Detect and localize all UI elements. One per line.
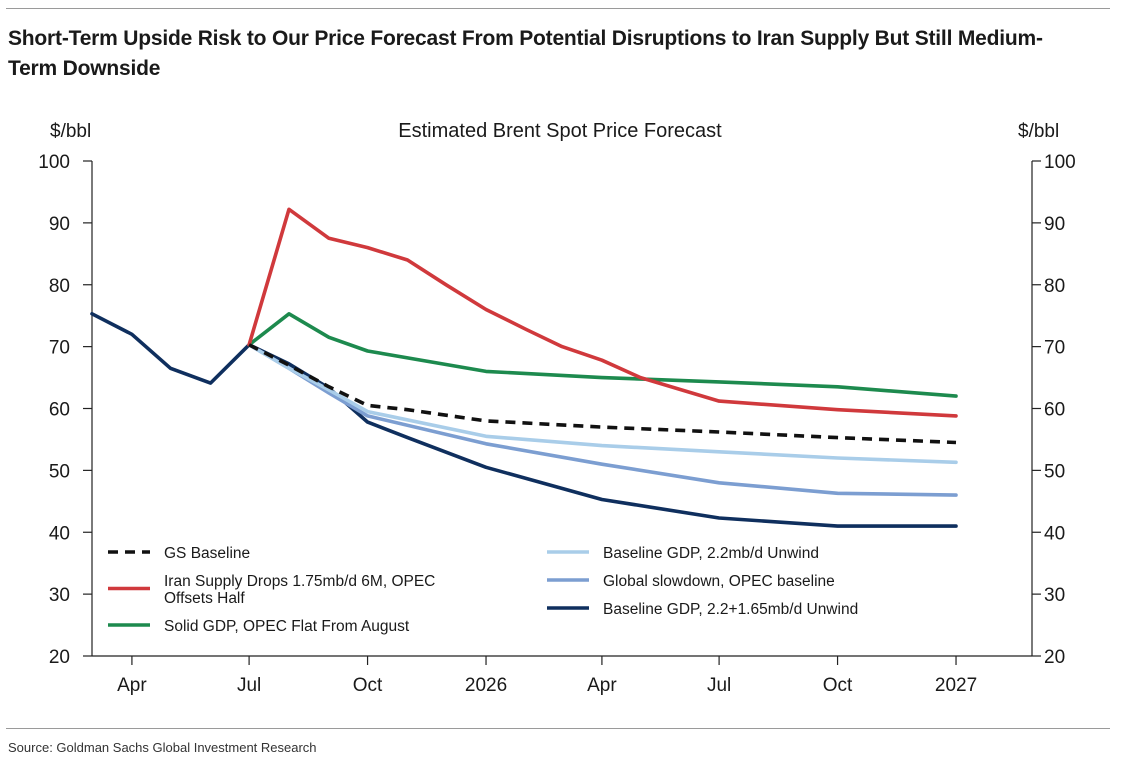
y-tick-label-right: 20 (1044, 647, 1065, 668)
x-tick-label: Apr (117, 675, 147, 696)
chart-title: Estimated Brent Spot Price Forecast (398, 120, 722, 142)
top-rule (6, 8, 1110, 9)
series-line-4 (247, 342, 958, 497)
y-tick-label-left: 100 (38, 152, 70, 173)
chart-headline: Short-Term Upside Risk to Our Price Fore… (8, 27, 1043, 80)
y-tick-label-left: 20 (49, 647, 70, 668)
series-line-2 (247, 311, 958, 398)
x-tick-label: Jul (237, 675, 261, 696)
y-tick-label-left: 80 (49, 276, 70, 297)
y-tick-label-left: 30 (49, 585, 70, 606)
x-tick-label: Oct (823, 675, 853, 696)
legend-label: Solid GDP, OPEC Flat From August (164, 618, 410, 635)
legend-label: Offsets Half (164, 590, 245, 607)
legend-label: Baseline GDP, 2.2+1.65mb/d Unwind (603, 601, 858, 618)
y-tick-label-right: 70 (1044, 338, 1065, 359)
series-layer (90, 207, 958, 528)
y-tick-label-left: 60 (49, 400, 70, 421)
y-tick-label-right: 90 (1044, 214, 1065, 235)
y-tick-label-right: 30 (1044, 585, 1065, 606)
series-line-1 (247, 207, 958, 418)
legend-label: GS Baseline (164, 545, 250, 562)
y-tick-label-right: 40 (1044, 523, 1065, 544)
y-tick-label-left: 40 (49, 523, 70, 544)
right-axis-unit: $/bbl (1018, 121, 1059, 142)
chart-axes: 20 20 30 30 40 40 50 50 60 60 70 70 80 80 90 90 100 100 Ap… (38, 152, 1075, 696)
y-tick-label-right: 100 (1044, 152, 1076, 173)
y-tick-label-right: 80 (1044, 276, 1065, 297)
left-axis-unit: $/bbl (50, 121, 91, 142)
source-note: Source: Goldman Sachs Global Investment … (8, 740, 317, 755)
legend-label: Global slowdown, OPEC baseline (603, 573, 835, 590)
x-tick-label: Apr (587, 675, 617, 696)
x-tick-label: Jul (707, 675, 731, 696)
series-line-3 (247, 342, 958, 465)
y-tick-label-left: 70 (49, 338, 70, 359)
x-tick-label: 2026 (465, 675, 507, 696)
x-tick-label: Oct (353, 675, 383, 696)
series-line-0 (248, 343, 957, 445)
chart-legend: GS Baseline Iran Supply Drops 1.75mb/d 6M… (108, 545, 858, 635)
bottom-rule (6, 728, 1110, 729)
y-tick-label-right: 60 (1044, 400, 1065, 421)
series-line-5 (90, 311, 958, 528)
y-tick-label-right: 50 (1044, 461, 1065, 482)
y-tick-label-left: 90 (49, 214, 70, 235)
y-tick-label-left: 50 (49, 461, 70, 482)
legend-label: Iran Supply Drops 1.75mb/d 6M, OPEC (164, 573, 435, 590)
x-tick-label: 2027 (935, 675, 977, 696)
legend-label: Baseline GDP, 2.2mb/d Unwind (603, 545, 819, 562)
